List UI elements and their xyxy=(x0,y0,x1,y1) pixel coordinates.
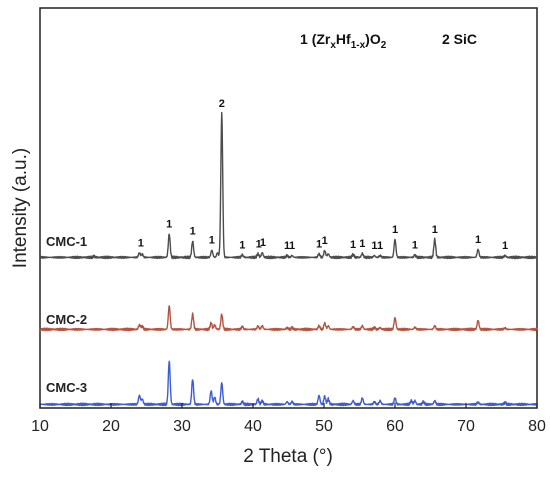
peak-marker: 1 xyxy=(260,237,266,249)
legend-item-2: 2 SiC xyxy=(442,31,477,47)
x-axis-title: 2 Theta (°) xyxy=(243,446,333,467)
peak-marker: 1 xyxy=(138,237,144,249)
series-line-cmc-2 xyxy=(39,305,538,332)
traces xyxy=(39,111,538,407)
peak-marker: 1 xyxy=(502,240,508,252)
peak-marker: 1 xyxy=(209,235,215,247)
peak-marker: 1 xyxy=(412,240,418,252)
x-tick-label: 30 xyxy=(173,418,191,435)
peak-marker: 1 xyxy=(166,219,172,231)
x-axis-ticks: 10 20 30 40 50 60 70 80 xyxy=(31,403,546,435)
peak-marker: 1 xyxy=(316,238,322,250)
peak-marker: 1 xyxy=(371,240,377,252)
series-line-cmc-3 xyxy=(39,360,538,407)
x-tick-label: 40 xyxy=(244,418,262,435)
x-tick-label: 80 xyxy=(528,418,546,435)
y-axis-title: Intensity (a.u.) xyxy=(10,148,31,268)
series-label-cmc-3: CMC-3 xyxy=(46,380,87,395)
peak-marker: 1 xyxy=(377,240,383,252)
series-line-cmc-1 xyxy=(39,111,538,260)
peak-marker: 1 xyxy=(289,240,295,252)
legend-item-1: 1 (ZrxHf1-x)O2 xyxy=(300,31,387,51)
legend: 1 (ZrxHf1-x)O2 2 SiC xyxy=(300,31,477,51)
peak-marker: 1 xyxy=(239,239,245,251)
series-label-cmc-1: CMC-1 xyxy=(46,234,87,249)
plot-frame xyxy=(39,7,538,409)
peak-marker: 1 xyxy=(359,238,365,250)
peak-marker: 1 xyxy=(432,224,438,236)
series-label-cmc-2: CMC-2 xyxy=(46,312,87,327)
peak-marker: 1 xyxy=(392,224,398,236)
peak-marker: 1 xyxy=(284,240,290,252)
curve-labels: CMC-1 CMC-2 CMC-3 xyxy=(46,234,87,395)
peak-marker: 1 xyxy=(256,238,262,250)
peak-marker: 2 xyxy=(219,98,225,110)
peak-marker: 1 xyxy=(322,235,328,247)
x-tick-label: 10 xyxy=(31,418,49,435)
peak-marker: 1 xyxy=(350,239,356,251)
x-tick-label: 60 xyxy=(386,418,404,435)
peak-marker: 1 xyxy=(475,234,481,246)
x-tick-label: 50 xyxy=(315,418,333,435)
x-tick-label: 70 xyxy=(457,418,475,435)
x-tick-label: 20 xyxy=(102,418,120,435)
peak-marker: 1 xyxy=(190,226,196,238)
